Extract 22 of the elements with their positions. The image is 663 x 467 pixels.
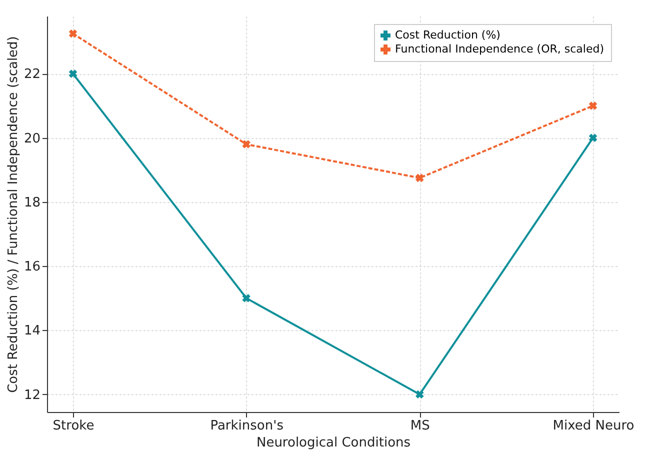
y-tick-label: 12 [24,388,40,403]
point [416,174,424,182]
point [588,102,598,110]
x-tick-label: Stroke [52,418,94,434]
point [242,140,250,148]
y-tick-label: 20 [24,131,40,146]
legend-label: Functional Independence (OR, scaled) [395,42,604,56]
y-tick-label: 18 [24,195,40,210]
point [416,390,424,399]
y-tick-label: 22 [24,67,40,82]
legend-label: Cost Reduction (%) [395,28,500,42]
y-tick-label: 16 [24,260,40,275]
y-tick-label: 14 [24,324,40,339]
point [588,134,598,142]
y-axis-title: Cost Reduction (%) / Functional Independence (scaled) [6,36,21,393]
point [242,294,250,302]
x-tick-label: MS [410,418,430,434]
x-tick-label: Mixed Neuro [552,418,634,434]
x-axis-title: Neurological Conditions [256,436,411,450]
x-tick-label: Parkinson's [210,418,284,434]
point [68,29,78,38]
point [68,70,78,78]
